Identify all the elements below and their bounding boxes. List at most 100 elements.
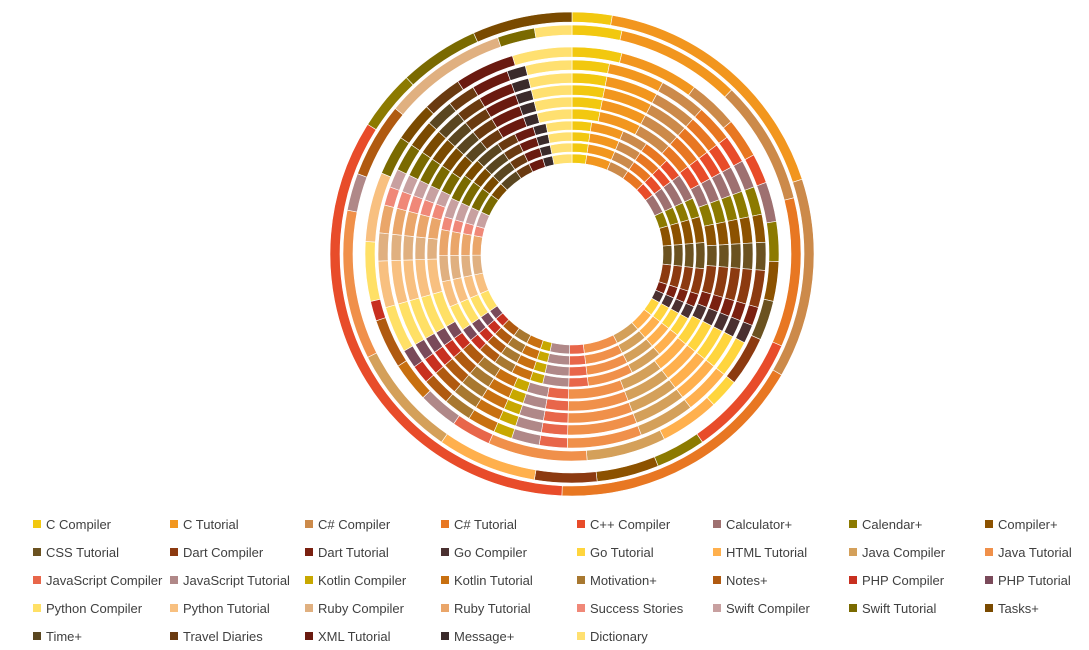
legend-item[interactable]: Go Compiler: [441, 542, 527, 562]
legend-label: CSS Tutorial: [46, 544, 119, 560]
legend-item[interactable]: Time+: [33, 626, 82, 646]
legend-swatch: [305, 520, 313, 528]
legend-item[interactable]: Ruby Compiler: [305, 598, 404, 618]
legend-item[interactable]: Python Tutorial: [170, 598, 270, 618]
slice-ring10-dictionary: [547, 131, 573, 144]
legend-label: C# Compiler: [318, 516, 391, 532]
legend-swatch: [985, 604, 993, 612]
legend-swatch: [170, 604, 178, 612]
slice-ring8-message-: [523, 112, 540, 128]
legend-label: Success Stories: [590, 600, 684, 616]
legend-item[interactable]: Swift Compiler: [713, 598, 810, 618]
legend-item[interactable]: Dictionary: [577, 626, 648, 646]
legend-item[interactable]: C++ Compiler: [577, 514, 670, 534]
slice-ring6-ruby-tutorial: [403, 210, 419, 237]
slice-ring8-css-tutorial: [706, 244, 718, 267]
legend-swatch: [441, 520, 449, 528]
legend-label: PHP Compiler: [862, 572, 945, 588]
legend-label: C Tutorial: [183, 516, 239, 532]
legend-item[interactable]: Dart Compiler: [170, 542, 263, 562]
slice-ring11-javascript-tutorial: [547, 353, 570, 366]
legend-item[interactable]: C# Compiler: [305, 514, 390, 534]
slice-ring7-message-: [519, 101, 537, 116]
legend-item[interactable]: Kotlin Compiler: [305, 570, 406, 590]
slice-ring5-ruby-compiler: [390, 233, 403, 261]
slice-ring5-javascript-compiler: [540, 422, 569, 436]
legend-label: Message+: [454, 628, 515, 644]
legend-item[interactable]: PHP Compiler: [849, 570, 944, 590]
legend-label: Dart Compiler: [183, 544, 264, 560]
legend-item[interactable]: C Compiler: [33, 514, 111, 534]
legend-item[interactable]: Go Tutorial: [577, 542, 654, 562]
legend-item[interactable]: Message+: [441, 626, 514, 646]
slice-ring7-ruby-compiler: [414, 236, 427, 261]
legend-item[interactable]: PHP Tutorial: [985, 570, 1071, 590]
slice-ring12-javascript-tutorial: [549, 342, 571, 355]
slice-ring11-dictionary: [549, 142, 573, 155]
legend-swatch: [985, 520, 993, 528]
slice-ring11-c-compiler: [571, 142, 589, 154]
legend-swatch: [849, 520, 857, 528]
legend-item[interactable]: JavaScript Compiler: [33, 570, 162, 590]
legend-item[interactable]: Motivation+: [577, 570, 657, 590]
slice-ring9-dictionary: [545, 120, 573, 133]
slice-ring12-ruby-tutorial: [471, 235, 483, 256]
legend-item[interactable]: XML Tutorial: [305, 626, 391, 646]
legend-item[interactable]: Python Compiler: [33, 598, 142, 618]
legend-item[interactable]: C# Tutorial: [441, 514, 517, 534]
slice-ring4-compiler-: [751, 213, 766, 244]
legend-item[interactable]: Kotlin Tutorial: [441, 570, 533, 590]
legend-item[interactable]: Travel Diaries: [170, 626, 263, 646]
legend-item[interactable]: Compiler+: [985, 514, 1058, 534]
slice-ring3-calendar-: [766, 221, 780, 262]
legend-item[interactable]: CSS Tutorial: [33, 542, 119, 562]
legend-swatch: [985, 548, 993, 556]
legend-swatch: [577, 548, 585, 556]
legend-item[interactable]: Tasks+: [985, 598, 1039, 618]
legend-item[interactable]: Success Stories: [577, 598, 683, 618]
legend-label: Ruby Compiler: [318, 600, 404, 616]
legend-item[interactable]: Calendar+: [849, 514, 922, 534]
legend-label: Kotlin Tutorial: [454, 572, 533, 588]
slice-ring5-css-tutorial: [742, 242, 754, 270]
slice-ring12-javascript-compiler: [569, 343, 585, 355]
legend-swatch: [33, 576, 41, 584]
slice-ring1-tasks-: [473, 11, 573, 43]
legend-label: Tasks+: [998, 600, 1039, 616]
legend-item[interactable]: Swift Tutorial: [849, 598, 936, 618]
legend-item[interactable]: Ruby Tutorial: [441, 598, 531, 618]
slice-ring6-compiler-: [727, 218, 742, 245]
slice-ring12-ruby-compiler: [471, 254, 484, 276]
legend-item[interactable]: Java Compiler: [849, 542, 945, 562]
slice-ring4-javascript-compiler: [538, 434, 568, 449]
slice-ring1-c-compiler: [571, 11, 613, 26]
legend-label: Calendar+: [862, 516, 923, 532]
legend-label: PHP Tutorial: [998, 572, 1071, 588]
slice-ring12-css-tutorial: [662, 245, 673, 266]
slice-ring12-dart-compiler: [658, 263, 672, 285]
legend-item[interactable]: Dart Tutorial: [305, 542, 389, 562]
legend-item[interactable]: Java Tutorial: [985, 542, 1072, 562]
legend-item[interactable]: JavaScript Tutorial: [170, 570, 290, 590]
slice-ring7-c-compiler: [571, 96, 603, 111]
legend-swatch: [33, 604, 41, 612]
slice-ring6-ruby-compiler: [402, 235, 415, 261]
legend-item[interactable]: C Tutorial: [170, 514, 239, 534]
legend-label: Java Tutorial: [998, 544, 1072, 560]
slice-ring7-ruby-tutorial: [415, 213, 431, 239]
legend-label: Notes+: [726, 572, 768, 588]
legend-item[interactable]: HTML Tutorial: [713, 542, 807, 562]
legend-swatch: [33, 548, 41, 556]
slice-ring11-css-tutorial: [673, 244, 684, 267]
slice-ring10-message-: [535, 134, 551, 147]
legend-swatch: [577, 632, 585, 640]
slice-ring11-message-: [539, 144, 553, 157]
slice-ring2-dictionary: [533, 24, 573, 39]
legend-swatch: [849, 548, 857, 556]
legend-label: C++ Compiler: [590, 516, 671, 532]
legend-item[interactable]: Notes+: [713, 570, 768, 590]
legend-swatch: [577, 604, 585, 612]
legend-item[interactable]: Calculator+: [713, 514, 792, 534]
slice-ring8-ruby-compiler: [426, 237, 439, 260]
legend-label: JavaScript Compiler: [46, 572, 163, 588]
